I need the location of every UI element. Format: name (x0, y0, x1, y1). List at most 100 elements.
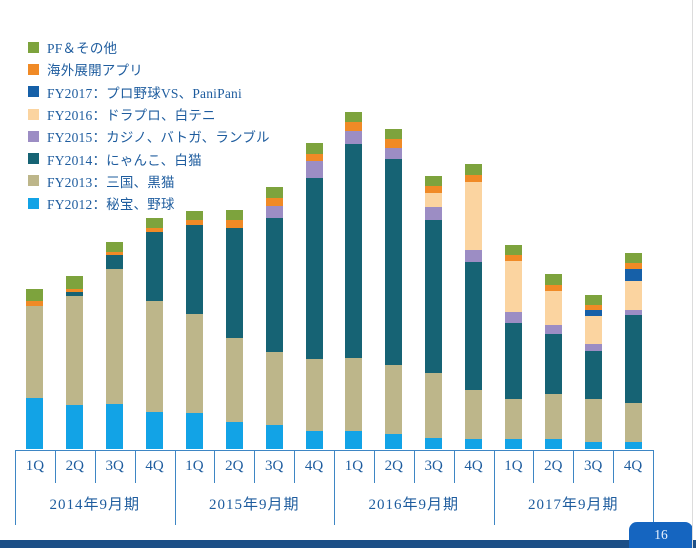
bar-segment (624, 263, 642, 269)
bar-segment (26, 289, 44, 301)
bar-segment (26, 306, 44, 398)
legend-item: FY2016：ドラプロ、白テニ (28, 103, 270, 125)
axis-year-label: 2015年9月期 (208, 496, 300, 513)
bar-segment (584, 399, 602, 442)
bar-segment (544, 334, 562, 394)
bar-segment (624, 315, 642, 403)
legend-item: FY2015：カジノ、バトガ、ランブル (28, 125, 270, 147)
bar-segment (265, 206, 283, 218)
bar-segment (504, 245, 522, 255)
slide-right-border (692, 0, 693, 548)
bar-segment (66, 276, 84, 289)
bar-segment (66, 292, 84, 296)
bar-segment (425, 220, 443, 373)
bar-segment (225, 210, 243, 220)
bar-segment (584, 442, 602, 449)
legend-label: FY2017：プロ野球VS、PaniPani (47, 85, 242, 101)
chart-legend: PF＆その他海外展開アプリ FY2017：プロ野球VS、PaniPani FY201… (28, 36, 270, 214)
bar-segment (624, 281, 642, 310)
bar-2016-2Q (385, 129, 403, 449)
bar-segment (465, 175, 483, 182)
bar-segment (584, 305, 602, 310)
legend-item: 海外展開アプリ (28, 58, 270, 80)
bar-segment (305, 143, 323, 154)
bar-segment (544, 325, 562, 334)
bar-segment (584, 316, 602, 344)
bar-2017-4Q (624, 253, 642, 449)
axis-quarter-label: 3Q (105, 458, 124, 474)
axis-group-divider (174, 450, 176, 525)
axis-group-divider (653, 450, 654, 525)
legend-label: PF＆その他 (47, 41, 118, 57)
bar-segment (225, 422, 243, 449)
axis-quarter-divider (533, 450, 535, 483)
legend-label: FY2014：にゃんこ、白猫 (47, 152, 202, 168)
bar-segment (465, 262, 483, 390)
bar-2014-1Q (26, 289, 44, 449)
bar-segment (305, 161, 323, 178)
bar-segment (345, 112, 363, 122)
legend-swatch-icon (28, 63, 39, 75)
bar-segment (465, 439, 483, 449)
axis-quarter-divider (214, 450, 216, 483)
axis-year-label: 2016年9月期 (368, 496, 459, 513)
axis-quarter-label: 4Q (304, 458, 324, 474)
bar-2016-4Q (465, 164, 483, 449)
bar-segment (504, 323, 522, 399)
bar-segment (504, 312, 522, 323)
axis-year-label: 2017年9月期 (527, 496, 619, 513)
bar-segment (544, 285, 562, 291)
bar-segment (66, 296, 84, 405)
bar-segment (225, 228, 243, 338)
bar-2016-3Q (425, 176, 443, 449)
bar-segment (265, 198, 283, 206)
bar-segment (624, 269, 642, 281)
bar-segment (425, 186, 443, 193)
legend-item: PF＆その他 (28, 36, 270, 58)
bar-segment (385, 139, 403, 148)
axis-quarter-divider (613, 450, 615, 483)
bar-segment (106, 404, 124, 449)
bar-segment (305, 359, 323, 431)
bar-segment (185, 225, 203, 314)
bar-segment (544, 291, 562, 325)
axis-quarter-divider (134, 450, 136, 483)
page-number-box: 16 (629, 522, 693, 548)
bar-segment (425, 438, 443, 449)
bar-segment (345, 131, 363, 144)
axis-quarter-divider (453, 450, 455, 483)
axis-year-label: 2014年9月期 (49, 496, 140, 513)
bar-segment (584, 344, 602, 351)
bar-segment (305, 431, 323, 449)
bar-segment (106, 252, 124, 255)
bar-segment (185, 220, 203, 225)
legend-label: FY2016：ドラプロ、白テニ (47, 108, 216, 124)
bar-segment (26, 301, 44, 306)
bar-segment (265, 425, 283, 449)
bar-segment (265, 187, 283, 198)
bar-segment (146, 218, 164, 228)
bar-segment (146, 412, 164, 449)
bar-2015-2Q (225, 210, 243, 449)
legend-swatch-icon (28, 153, 39, 165)
bar-segment (465, 250, 483, 262)
bar-segment (544, 274, 562, 285)
axis-quarter-label: 1Q (344, 458, 364, 474)
bar-segment (504, 255, 522, 261)
bar-segment (425, 207, 443, 220)
bar-segment (185, 314, 203, 413)
bar-2017-2Q (544, 274, 562, 449)
bar-segment (225, 338, 243, 422)
bar-segment (624, 253, 642, 263)
legend-swatch-icon (28, 86, 39, 98)
legend-label: FY2013：三国、黒猫 (47, 174, 175, 190)
axis-quarter-divider (94, 450, 96, 483)
axis-quarter-label: 2Q (544, 458, 563, 474)
bar-segment (425, 193, 443, 207)
legend-label: 海外展開アプリ (47, 63, 143, 79)
bar-segment (504, 439, 522, 449)
bar-segment (185, 413, 203, 449)
axis-quarter-divider (254, 450, 256, 483)
